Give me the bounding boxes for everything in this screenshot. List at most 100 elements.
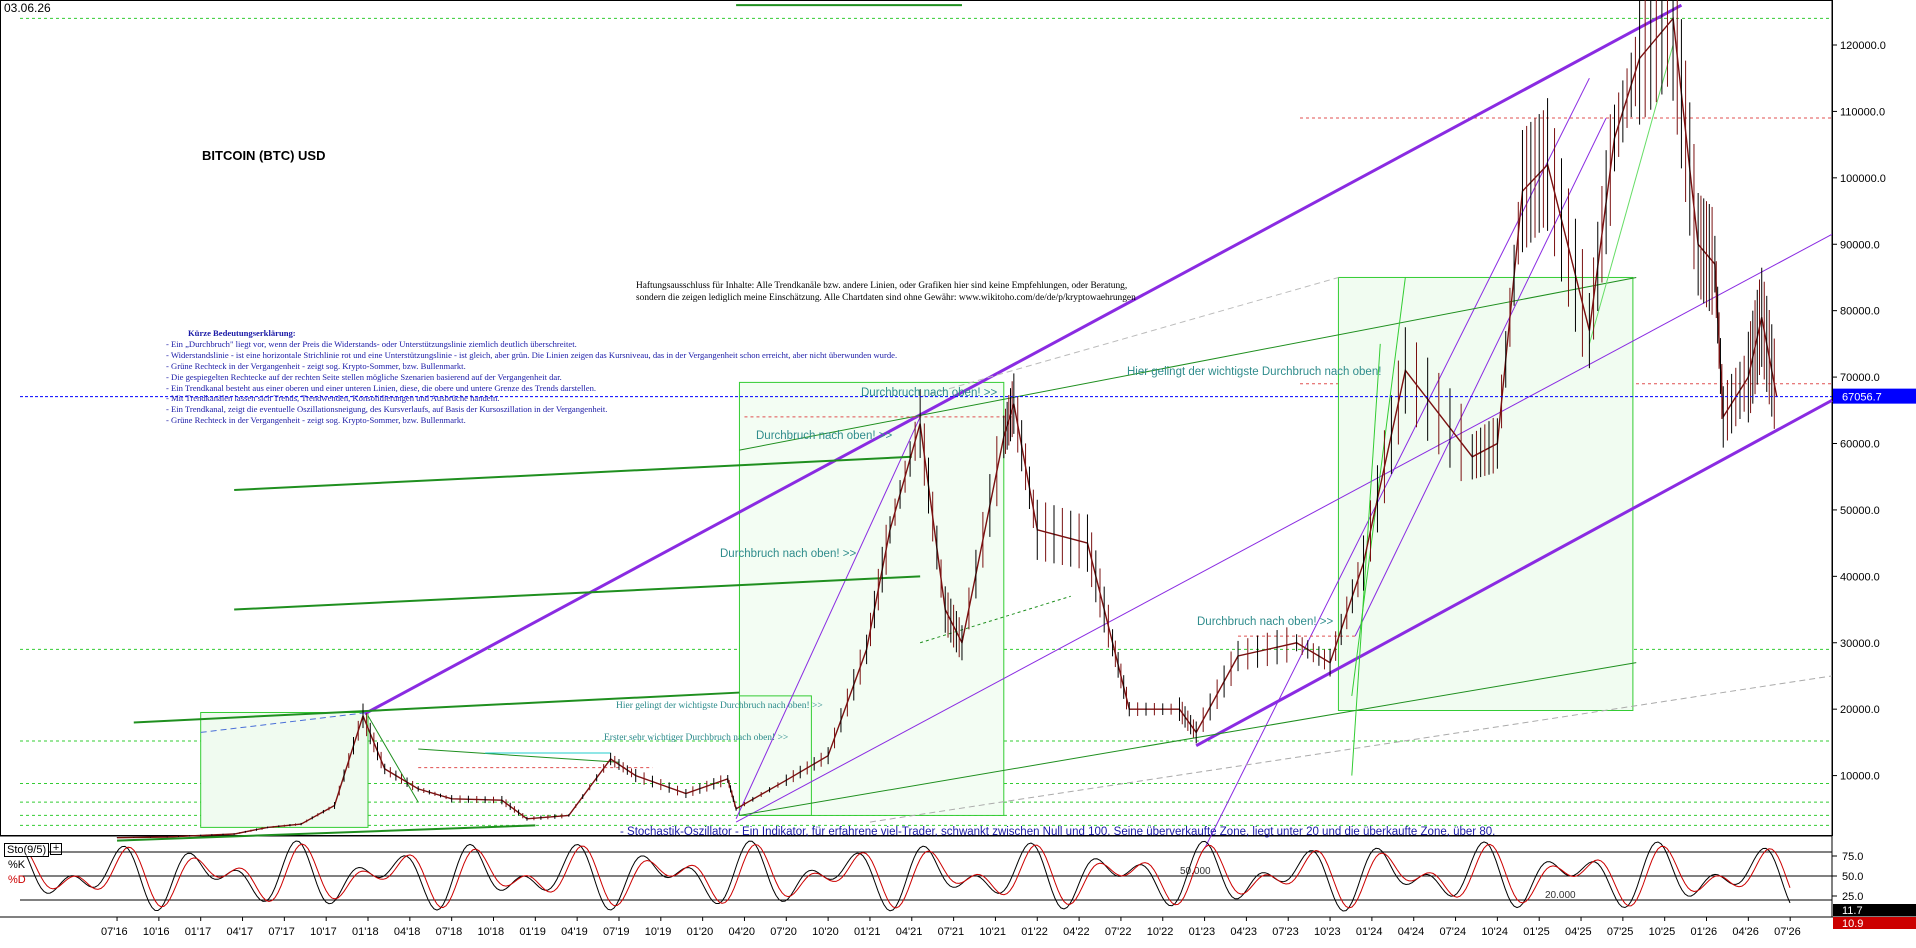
- annotation-breakout: Durchbruch nach oben! >>: [720, 548, 857, 560]
- ytick-label: 120000.0: [1840, 40, 1886, 52]
- ytick-label: 50000.0: [1840, 505, 1880, 517]
- stochastic-k-line: [19, 840, 1791, 912]
- xtick-label: 04'19: [561, 926, 588, 938]
- expand-plus-icon[interactable]: +: [50, 843, 63, 855]
- xtick-label: 10'22: [1147, 926, 1174, 938]
- legend-line: - Grüne Rechteck in der Vergangenheit - …: [166, 415, 466, 426]
- xtick-label: 10'23: [1314, 926, 1341, 938]
- xtick-label: 10'24: [1481, 926, 1508, 938]
- bull-market-box: [1337, 276, 1634, 711]
- annotation-main-breakout-2020: Hier gelingt der wichtigste Durchbruch n…: [616, 701, 823, 711]
- xtick-label: 07'20: [770, 926, 797, 938]
- xtick-label: 10'18: [477, 926, 504, 938]
- xtick-label: 10'25: [1649, 926, 1676, 938]
- trend-line-green: [1351, 343, 1381, 776]
- bull-market-box: [738, 695, 812, 816]
- price-badge-label: 67056.7: [1842, 392, 1882, 404]
- trend-line-green: [739, 662, 1637, 816]
- trend-line-green: [367, 715, 419, 803]
- trend-line-thin: [735, 233, 1833, 823]
- k-label: %K: [8, 859, 26, 871]
- annotation-breakout: Durchbruch nach oben! >>: [861, 387, 998, 399]
- ytick-label: 70000.0: [1840, 372, 1880, 384]
- xtick-label: 04'21: [896, 926, 923, 938]
- legend-line: - Die gespiegelten Rechtecke auf der rec…: [166, 371, 562, 382]
- xtick-label: 07'25: [1607, 926, 1634, 938]
- ytick-label: 10000.0: [1840, 771, 1880, 783]
- ytick-label: 20000.0: [1840, 704, 1880, 716]
- legend-heading: Kürze Bedeutungserklärung:: [188, 328, 296, 338]
- xtick-label: 10'20: [812, 926, 839, 938]
- support-segment: [919, 595, 1071, 644]
- trend-line-green: [739, 276, 1637, 451]
- osc-level-50-label: 50.000: [1180, 866, 1211, 877]
- osc-tick-label: 75.0: [1842, 851, 1863, 863]
- chart-title: BITCOIN (BTC) USD: [202, 148, 326, 163]
- osc-tick-label: 50.0: [1842, 871, 1863, 883]
- xtick-label: 01'25: [1523, 926, 1550, 938]
- xtick-label: 10'16: [143, 926, 170, 938]
- stochastic-note: - Stochastik-Oszillator - Ein Indikator,…: [620, 826, 1496, 838]
- legend-line: - Ein Trendkanal, zeigt die eventuelle O…: [166, 404, 608, 415]
- long-term-line: [869, 675, 1833, 823]
- k-badge: [1833, 904, 1916, 916]
- xtick-label: 10'19: [645, 926, 672, 938]
- xtick-label: 07'26: [1774, 926, 1801, 938]
- trend-line-green: [418, 748, 620, 763]
- legend-line: - Ein „Durchbruch" liegt vor, wenn der P…: [166, 338, 577, 349]
- annotation-first-breakout: Erster sehr wichtiger Durchbruch nach ob…: [604, 733, 789, 743]
- xtick-label: 10'17: [310, 926, 337, 938]
- k-badge-label: 11.7: [1842, 905, 1863, 917]
- xtick-label: 01'23: [1189, 926, 1216, 938]
- xtick-label: 01'22: [1021, 926, 1048, 938]
- xtick-label: 07'17: [268, 926, 295, 938]
- xtick-label: 07'19: [603, 926, 630, 938]
- d-label: %D: [8, 874, 26, 886]
- xtick-label: 07'23: [1272, 926, 1299, 938]
- annotation-main-breakout: Hier gelingt der wichtigste Durchbruch n…: [1127, 366, 1382, 378]
- legend-line: - Mit Trendkanälen lassen sich Trends, T…: [166, 393, 500, 404]
- xtick-label: 01'20: [687, 926, 714, 938]
- channel-lower-line: [1195, 399, 1833, 748]
- trend-line-thin: [1204, 77, 1590, 849]
- xtick-label: 04'24: [1398, 926, 1425, 938]
- trend-line-blue: [200, 711, 369, 733]
- legend-line: - Grüne Rechteck in der Vergangenheit - …: [166, 360, 466, 371]
- trend-line-green: [117, 824, 536, 842]
- ytick-label: 110000.0: [1840, 106, 1885, 118]
- disclaimer-text: Haftungsausschluss für Inhalte: Alle Tre…: [636, 280, 1136, 304]
- xtick-label: 07'24: [1440, 926, 1467, 938]
- xtick-label: 10'21: [979, 926, 1006, 938]
- annotation-breakout: Durchbruch nach oben! >>: [756, 430, 893, 442]
- trend-line-green: [1588, 44, 1674, 345]
- d-badge: [1833, 917, 1916, 929]
- d-badge-label: 10.9: [1842, 918, 1863, 930]
- xtick-label: 07'22: [1105, 926, 1132, 938]
- oscillator-name[interactable]: Sto(9/5): [4, 843, 50, 857]
- bull-market-box: [738, 381, 1005, 816]
- osc-tick-label: 25.0: [1842, 891, 1863, 903]
- xtick-label: 01'21: [854, 926, 881, 938]
- trend-line-thin: [1354, 117, 1607, 637]
- chart-date: 03.06.26: [4, 1, 51, 15]
- oscillator-header: Sto(9/5) +: [4, 843, 63, 857]
- trend-line-green: [133, 691, 740, 724]
- trend-line-green: [1351, 277, 1406, 696]
- xtick-label: 07'18: [436, 926, 463, 938]
- xtick-label: 04'25: [1565, 926, 1592, 938]
- disclaimer-line: sondern die zeigen lediglich meine Einsc…: [636, 293, 1136, 303]
- bull-market-box: [200, 711, 369, 828]
- xtick-label: 01'17: [185, 926, 212, 938]
- annotation-breakout: Durchbruch nach oben! >>: [1197, 616, 1334, 628]
- legend-line: - Ein Trendkanal besteht aus einer obere…: [166, 382, 597, 393]
- xtick-label: 07'21: [938, 926, 965, 938]
- disclaimer-line: Haftungsausschluss für Inhalte: Alle Tre…: [636, 281, 1128, 291]
- xtick-label: 04'22: [1063, 926, 1090, 938]
- osc-level-20-label: 20.000: [1545, 890, 1576, 901]
- xtick-label: 04'26: [1732, 926, 1759, 938]
- ytick-label: 60000.0: [1840, 439, 1880, 451]
- stochastic-d-line: [19, 843, 1791, 909]
- trend-line-green: [234, 455, 912, 491]
- xtick-label: 07'16: [101, 926, 128, 938]
- ytick-label: 90000.0: [1840, 239, 1880, 251]
